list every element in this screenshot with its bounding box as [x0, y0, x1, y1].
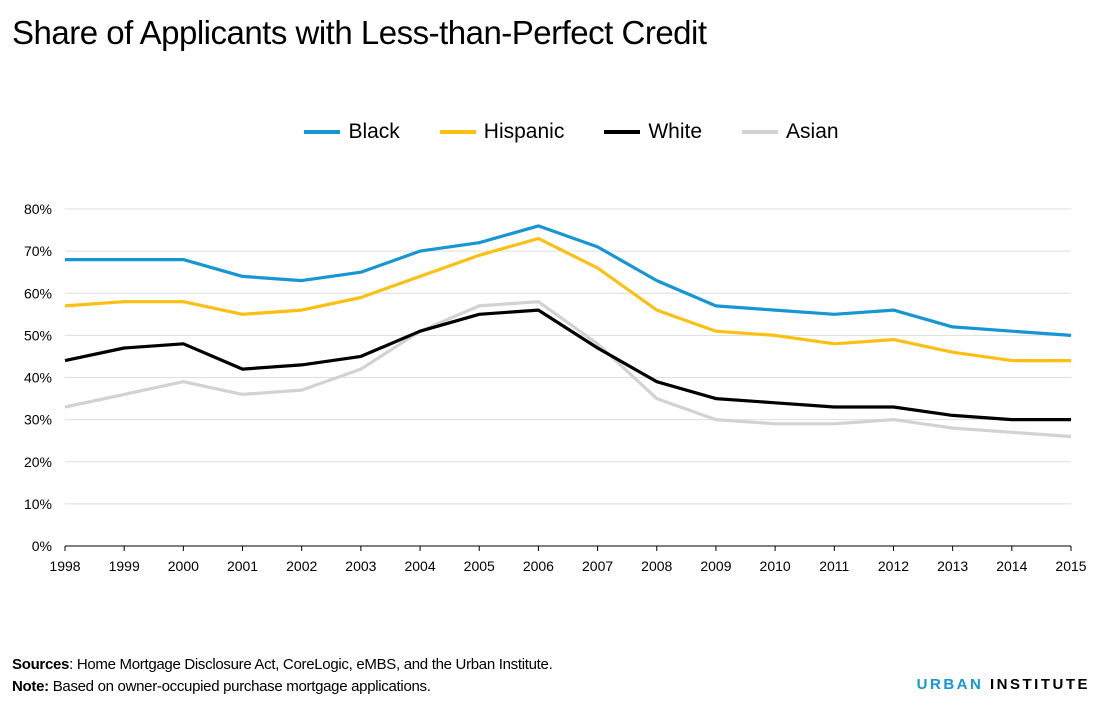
x-tick-label: 2004: [404, 558, 435, 574]
x-tick-label: 2001: [227, 558, 258, 574]
x-tick-label: 2010: [760, 558, 791, 574]
legend-item-asian: Asian: [742, 120, 839, 144]
x-tick-label: 2006: [523, 558, 554, 574]
x-tick-label: 2013: [937, 558, 968, 574]
legend-swatch: [604, 130, 641, 134]
x-tick-label: 1999: [109, 558, 140, 574]
legend-label: Black: [348, 120, 400, 143]
line-chart: 0% 10% 20% 30% 40% 50% 60% 70% 80% 1998 1999 2000 20…: [24, 201, 1087, 574]
sources-line: Sources: Home Mortgage Disclosure Act, C…: [12, 654, 553, 676]
y-tick-label: 10%: [24, 496, 52, 512]
sources-text: : Home Mortgage Disclosure Act, CoreLogi…: [69, 656, 553, 673]
series-line-asian: [64, 300, 1072, 439]
legend-swatch: [304, 130, 341, 134]
y-tick-label: 30%: [24, 412, 52, 428]
logo-institute: INSTITUTE: [983, 676, 1090, 693]
series-line-hispanic: [64, 236, 1071, 363]
legend-item-hispanic: Hispanic: [439, 120, 565, 144]
y-tick-label: 20%: [24, 454, 52, 470]
x-tick-label: 2011: [819, 558, 849, 574]
x-tick-label: 2002: [286, 558, 317, 574]
legend-swatch: [742, 130, 779, 134]
series-line-white: [64, 308, 1071, 422]
y-tick-label: 0%: [32, 538, 52, 554]
x-tick-label: 1998: [49, 558, 80, 574]
x-tick-label: 2003: [345, 558, 376, 574]
legend-label: Hispanic: [483, 120, 565, 143]
chart-title: Share of Applicants with Less-than-Perfe…: [12, 14, 707, 51]
y-tick-label: 80%: [24, 201, 52, 217]
series-line-black: [65, 224, 1072, 337]
x-tick-label: 2008: [641, 558, 672, 574]
footer: Sources: Home Mortgage Disclosure Act, C…: [12, 654, 553, 698]
legend-label: White: [648, 120, 703, 143]
y-tick-label: 50%: [24, 327, 52, 343]
note-line: Note: Based on owner-occupied purchase m…: [12, 676, 552, 698]
x-tick-label: 2009: [700, 558, 731, 574]
x-tick-label: 2000: [168, 558, 199, 574]
x-tick-label: 2007: [582, 558, 613, 574]
legend-item-white: White: [604, 120, 702, 144]
note-label: Note:: [12, 678, 49, 695]
y-tick-label: 70%: [24, 243, 52, 259]
x-tick-label: 2012: [878, 558, 909, 574]
legend: Black Hispanic White Asian: [0, 120, 1108, 144]
legend-label: Asian: [786, 120, 839, 143]
note-text: Based on owner-occupied purchase mortgag…: [48, 678, 431, 695]
legend-item-black: Black: [304, 120, 400, 144]
x-tick-label: 2015: [1055, 558, 1086, 574]
x-tick-label: 2014: [996, 558, 1027, 574]
y-tick-label: 60%: [24, 285, 52, 301]
sources-label: Sources: [12, 656, 70, 673]
y-tick-label: 40%: [24, 370, 52, 386]
urban-institute-logo: URBAN INSTITUTE: [917, 676, 1090, 693]
logo-urban: URBAN: [916, 676, 984, 693]
legend-swatch: [439, 130, 476, 134]
x-tick-label: 2005: [464, 558, 495, 574]
